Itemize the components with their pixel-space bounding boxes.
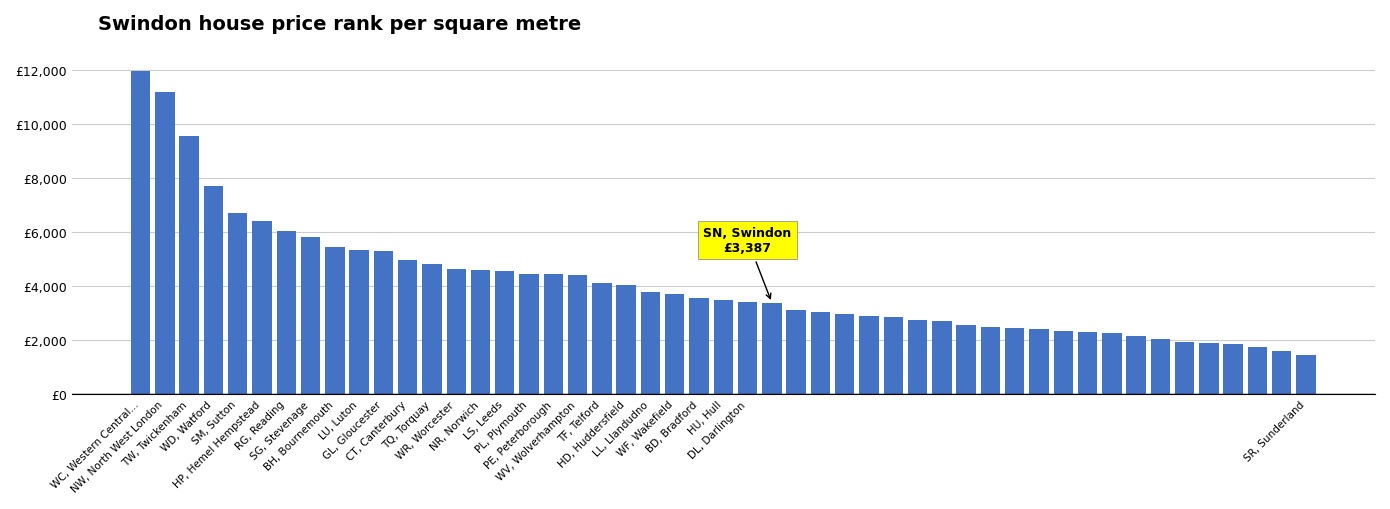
Bar <box>884 318 904 394</box>
Bar <box>277 231 296 394</box>
Bar <box>156 92 175 394</box>
Bar <box>738 303 758 394</box>
Bar <box>1029 330 1048 394</box>
Bar <box>835 315 855 394</box>
Bar <box>859 316 878 394</box>
Bar <box>471 270 491 394</box>
Bar <box>1005 328 1024 394</box>
Bar <box>349 250 368 394</box>
Bar <box>1272 351 1291 394</box>
Bar <box>689 299 709 394</box>
Bar <box>543 274 563 394</box>
Bar <box>520 274 539 394</box>
Bar <box>933 322 952 394</box>
Bar <box>592 284 612 394</box>
Bar <box>956 326 976 394</box>
Bar <box>1077 332 1097 394</box>
Bar <box>713 300 733 394</box>
Bar <box>908 320 927 394</box>
Bar <box>228 214 247 394</box>
Bar <box>787 311 806 394</box>
Bar <box>1175 342 1194 394</box>
Bar <box>325 247 345 394</box>
Bar <box>810 312 830 394</box>
Bar <box>641 292 660 394</box>
Bar <box>1054 331 1073 394</box>
Bar <box>1297 355 1316 394</box>
Bar <box>1223 345 1243 394</box>
Bar <box>617 285 635 394</box>
Text: SN, Swindon
£3,387: SN, Swindon £3,387 <box>703 227 792 299</box>
Bar <box>495 272 514 394</box>
Bar <box>446 269 466 394</box>
Bar <box>981 327 1001 394</box>
Bar <box>179 137 199 394</box>
Bar <box>204 187 224 394</box>
Bar <box>398 261 417 394</box>
Bar <box>1151 339 1170 394</box>
Bar <box>569 276 588 394</box>
Bar <box>762 303 781 394</box>
Bar <box>1200 343 1219 394</box>
Bar <box>252 222 271 394</box>
Text: Swindon house price rank per square metre: Swindon house price rank per square metr… <box>97 15 581 34</box>
Bar <box>1126 336 1145 394</box>
Bar <box>423 265 442 394</box>
Bar <box>1102 334 1122 394</box>
Bar <box>374 251 393 394</box>
Bar <box>1248 347 1268 394</box>
Bar <box>131 72 150 394</box>
Bar <box>300 238 320 394</box>
Bar <box>664 295 684 394</box>
